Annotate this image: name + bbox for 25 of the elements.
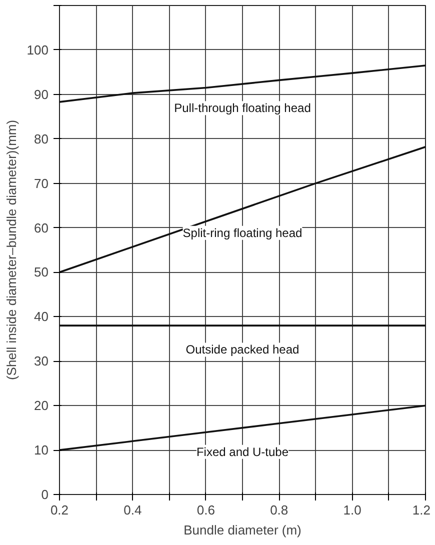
- line-series: [60, 64, 426, 103]
- line-series: [60, 146, 426, 274]
- x-tick-label: 1.0: [343, 502, 362, 518]
- y-tick-label: 90: [34, 86, 49, 102]
- series-label: Pull-through floating head: [174, 101, 311, 116]
- y-tick-label: 20: [34, 398, 49, 414]
- y-tick-label: 50: [34, 264, 49, 280]
- series-label: Fixed and U-tube: [196, 444, 289, 459]
- x-tick-label: 0.8: [270, 502, 288, 518]
- x-tick-label: 0.4: [124, 502, 142, 518]
- x-tick-label: 1.2: [412, 502, 431, 518]
- y-axis-title: (Shell inside diameter–bundle diameter)(mm): [4, 120, 19, 380]
- x-tick-label: 0.2: [50, 502, 69, 518]
- y-tick-label: 100: [26, 42, 49, 58]
- series-label: Outside packed head: [186, 342, 300, 357]
- y-tick-label: 10: [34, 442, 49, 458]
- series-label: Split-ring floating head: [182, 226, 302, 240]
- y-tick-label: 40: [34, 309, 49, 324]
- y-tick-label: 80: [34, 131, 49, 146]
- y-tick-label: 30: [34, 354, 49, 369]
- y-tick-label: 60: [34, 220, 49, 236]
- x-axis-title: Bundle diameter (m): [184, 522, 302, 538]
- x-tick-label: 0.6: [196, 502, 215, 518]
- y-tick-label: 70: [34, 176, 49, 191]
- y-tick-label: 0: [41, 487, 49, 502]
